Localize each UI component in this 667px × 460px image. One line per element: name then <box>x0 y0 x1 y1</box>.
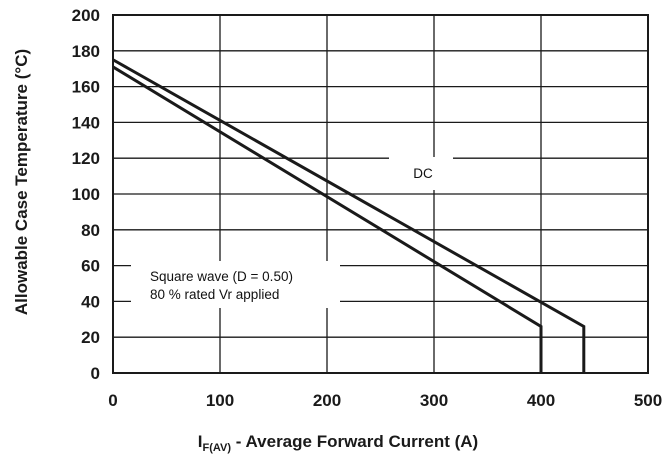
square-wave-label-box <box>131 261 340 308</box>
y-tick-label-1: 20 <box>81 328 100 347</box>
x-axis-title-symbol: I <box>198 432 203 451</box>
dc-label-box <box>389 157 453 190</box>
series-line-1 <box>112 58 586 373</box>
y-tick-label-7: 140 <box>72 113 100 132</box>
x-tick-labels: 0 100 200 300 400 500 <box>108 391 662 410</box>
y-tick-label-2: 40 <box>81 292 100 311</box>
x-tick-label-0: 0 <box>108 391 117 410</box>
plot-frame <box>112 14 649 374</box>
rated-voltage-annotation: 80 % rated Vr applied <box>150 287 279 302</box>
chart-grid <box>112 14 649 374</box>
square-wave-annotation: Square wave (D = 0.50) <box>150 269 293 284</box>
series-line-0 <box>112 65 543 373</box>
y-tick-label-8: 160 <box>72 78 100 97</box>
y-tick-label-4: 80 <box>81 221 100 240</box>
y-tick-label-10: 200 <box>72 6 100 25</box>
y-tick-label-0: 0 <box>91 364 100 383</box>
x-tick-label-3: 300 <box>420 391 448 410</box>
y-tick-label-3: 60 <box>81 257 100 276</box>
x-axis-title-subscript: F(AV) <box>203 442 232 454</box>
x-axis-title: IF(AV) - Average Forward Current (A) <box>198 432 478 454</box>
y-tick-label-6: 120 <box>72 149 100 168</box>
y-tick-label-9: 180 <box>72 42 100 61</box>
y-axis-title: Allowable Case Temperature (°C) <box>12 49 31 315</box>
x-axis-title-text: - Average Forward Current (A) <box>231 432 478 451</box>
chart-series <box>112 58 586 373</box>
dc-annotation: DC <box>413 166 433 181</box>
y-tick-labels: 0 20 40 60 80 100 120 140 160 180 200 <box>72 6 100 383</box>
x-tick-label-2: 200 <box>313 391 341 410</box>
y-tick-label-5: 100 <box>72 185 100 204</box>
x-tick-label-1: 100 <box>206 391 234 410</box>
x-tick-label-4: 400 <box>527 391 555 410</box>
x-tick-label-5: 500 <box>634 391 662 410</box>
